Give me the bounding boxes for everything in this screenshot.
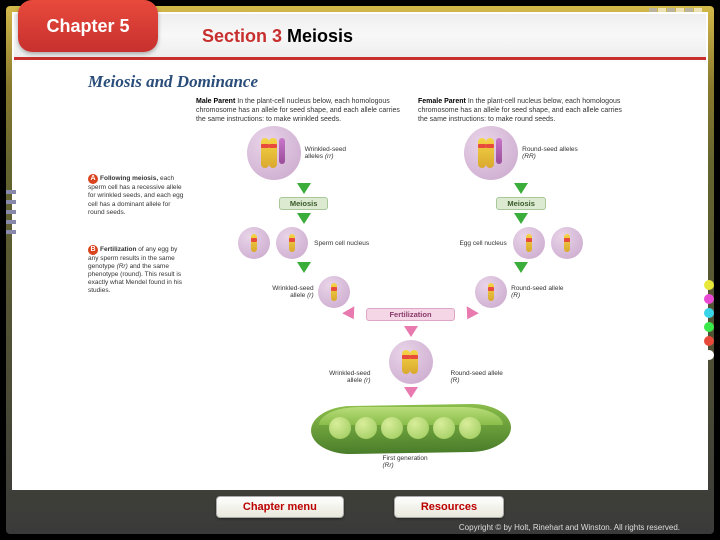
diagram-content: Meiosis and Dominance Male Parent In the… (88, 72, 628, 472)
arrow-icon (461, 306, 479, 323)
fertilization-label: Fertilization (366, 308, 454, 321)
egg-cell (551, 227, 583, 259)
sperm-cell (276, 227, 308, 259)
meiosis-label: Meiosis (496, 197, 546, 210)
bottom-bar: Chapter menu Resources (0, 496, 720, 518)
female-parent-desc: Female Parent In the plant-cell nucleus … (418, 98, 628, 124)
copyright-text: Copyright © by Holt, Rinehart and Winsto… (459, 523, 680, 532)
note-a: AFollowing meiosis, Following meiosis, e… (88, 174, 187, 217)
arrow-icon (343, 306, 361, 323)
zygote-left-label: Wrinkled-seed allele (r) (315, 370, 371, 384)
sperm-gamete (318, 276, 350, 308)
generation-label: First generation (Rr) (383, 455, 439, 469)
female-column: Round-seed alleles (RR) Meiosis Egg cell… (459, 126, 582, 308)
arrow-icon (514, 183, 528, 194)
diagram-title: Meiosis and Dominance (88, 72, 628, 92)
chapter-menu-button[interactable]: Chapter menu (216, 496, 344, 518)
pea-pod (311, 405, 511, 453)
arrow-icon (297, 213, 311, 224)
male-allele-label: Wrinkled-seed alleles (rr) (305, 146, 361, 160)
arrow-icon (297, 262, 311, 273)
note-b: BFertilization of any egg by any sperm r… (88, 245, 187, 296)
egg-gamete (475, 276, 507, 308)
egg-cell (513, 227, 545, 259)
diagram-notes: AFollowing meiosis, Following meiosis, e… (88, 126, 193, 469)
zygote-right-label: Round-seed allele (R) (451, 370, 507, 384)
resources-button[interactable]: Resources (394, 496, 504, 518)
sperm-cell (238, 227, 270, 259)
round-allele-label: Round-seed allele (R) (511, 285, 567, 299)
left-decoration (6, 190, 16, 234)
section-prefix: Section 3 (202, 26, 282, 46)
section-title: Section 3 Meiosis (202, 26, 353, 47)
female-allele-label: Round-seed alleles (RR) (522, 146, 578, 160)
male-parent-desc: Male Parent In the plant-cell nucleus be… (196, 98, 406, 124)
arrow-icon (404, 326, 418, 337)
meiosis-label: Meiosis (279, 197, 329, 210)
wrinkled-allele-label: Wrinkled-seed allele (r) (258, 285, 314, 299)
chapter-tab: Chapter 5 (18, 0, 158, 52)
arrow-icon (297, 183, 311, 194)
female-nucleus (464, 126, 518, 180)
zygote (389, 340, 433, 384)
male-nucleus (247, 126, 301, 180)
section-name: Meiosis (287, 26, 353, 46)
side-dots (704, 280, 714, 360)
male-column: Wrinkled-seed alleles (rr) Meiosis Sperm… (238, 126, 369, 308)
arrow-icon (514, 262, 528, 273)
arrow-icon (404, 387, 418, 398)
flow-diagram: Wrinkled-seed alleles (rr) Meiosis Sperm… (193, 126, 628, 469)
arrow-icon (514, 213, 528, 224)
